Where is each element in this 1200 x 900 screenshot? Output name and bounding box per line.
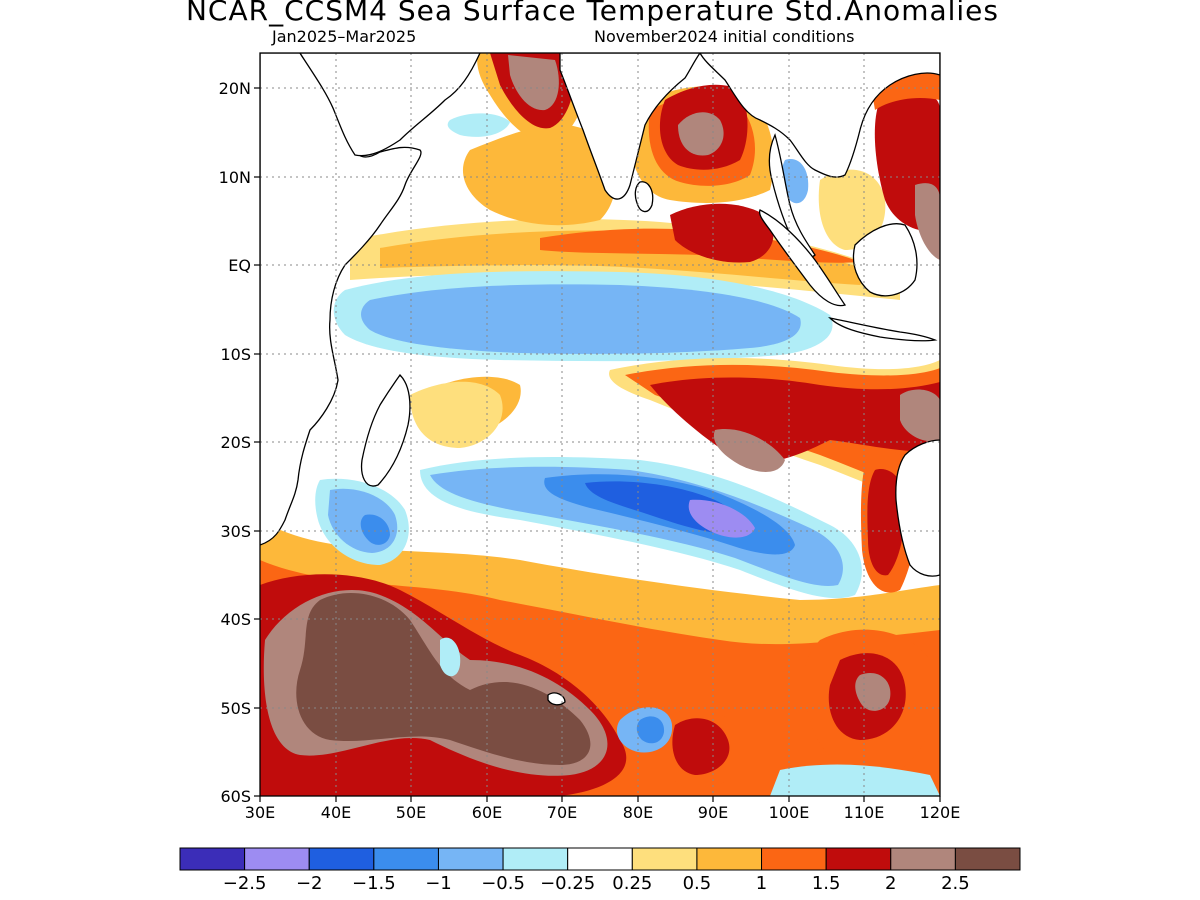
lon-tick-label: 40E (321, 803, 351, 822)
lat-tick-label: EQ (228, 256, 251, 275)
colorbar-label: −1.5 (352, 873, 396, 894)
lat-tick-label: 40S (220, 610, 251, 629)
colorbar-label: −1 (425, 873, 452, 894)
madagascar-east-warm (410, 381, 503, 448)
west-pacific-warm (818, 169, 886, 250)
colorbar-swatch (631, 847, 698, 871)
south-light-blue-band (430, 466, 843, 586)
lat-tick-label: 20N (219, 79, 251, 98)
grid-lines (260, 53, 940, 796)
india-landmass (559, 53, 701, 200)
east-taupe-patch (713, 429, 785, 472)
colorbar-label: −0.5 (481, 873, 525, 894)
colorbar-swatch (761, 847, 827, 871)
map-frame (259, 52, 941, 797)
colorbar-swatch (179, 847, 246, 871)
colorbar-label: 0.5 (683, 873, 712, 894)
lat-tick-label: 10N (219, 168, 251, 187)
colorbar-label: −2 (296, 873, 323, 894)
south-lavender-core (688, 499, 755, 538)
colorbar-label: 2 (885, 873, 896, 894)
sri-lanka-island (634, 181, 654, 213)
arabian-sea-warm (462, 124, 615, 226)
sumatra-island (758, 209, 847, 307)
colorbar-swatch (373, 847, 439, 871)
colorbar-swatch (890, 847, 956, 871)
colorbar-label: 1.5 (812, 873, 841, 894)
lon-tick-label: 100E (769, 803, 810, 822)
lon-tick-label: 60E (472, 803, 502, 822)
initial-conditions: November2024 initial conditions (594, 27, 855, 46)
south-red-small (672, 718, 730, 775)
lon-tick-label: 110E (844, 803, 885, 822)
map-title: NCAR_CCSM4 Sea Surface Temperature Std.A… (185, 0, 999, 27)
lat-tick-label: 30S (220, 522, 251, 541)
colorbar: −2.5 −2 −1.5 −1 −0.5 −0.25 0.25 0.5 1 1.5 2 2.5 (179, 847, 1021, 894)
southern-dark-brown-region (296, 592, 591, 765)
lon-tick-label: 50E (396, 803, 426, 822)
equatorial-light-blue-band (361, 284, 801, 354)
colorbar-swatch (696, 847, 763, 871)
australia-landmass (895, 439, 940, 577)
lat-tick-label: 50S (220, 699, 251, 718)
colorbar-swatch (954, 847, 1021, 871)
far-south-cyan (770, 764, 940, 796)
lon-tick-label: 120E (920, 803, 961, 822)
lon-tick-label: 70E (547, 803, 577, 822)
colorbar-swatch (567, 847, 633, 871)
lon-tick-label: 80E (623, 803, 653, 822)
equatorial-red-east (670, 203, 774, 263)
lat-tick-label: 10S (220, 345, 251, 364)
andaman-blue (781, 159, 809, 204)
southeast-asia-landmass (699, 53, 940, 178)
colorbar-label: 1 (756, 873, 767, 894)
colorbar-label: −0.25 (540, 873, 595, 894)
borneo-island (852, 223, 918, 297)
east-taupe-small (900, 389, 940, 442)
colorbar-label: 2.5 (941, 873, 970, 894)
south-blue-core (636, 716, 665, 744)
bay-of-bengal-taupe (678, 112, 724, 156)
lon-tick-label: 90E (698, 803, 728, 822)
madagascar-island (360, 373, 411, 487)
island-blue-spot (440, 637, 461, 677)
arabian-north-taupe (508, 55, 559, 111)
latitude-axis: 20N 10N EQ 10S 20S 30S 40S 50S 60S (219, 79, 260, 806)
land-masses (260, 53, 940, 706)
colorbar-swatch (825, 847, 892, 871)
tasmania-island (547, 692, 566, 706)
longitude-axis: 30E 40E 50E 60E 70E 80E 90E 100E 110E 120E (245, 796, 961, 822)
colorbar-swatch (502, 847, 569, 871)
arabia-landmass (299, 53, 481, 157)
west-pacific-taupe (915, 183, 940, 260)
colorbar-swatch (437, 847, 504, 871)
lat-tick-label: 20S (220, 433, 251, 452)
south-west-blue-core (360, 514, 390, 545)
java-island (828, 316, 938, 342)
lon-tick-label: 30E (245, 803, 275, 822)
lat-tick-label: 60S (220, 787, 251, 806)
forecast-period: Jan2025–Mar2025 (272, 27, 417, 46)
colorbar-swatch (308, 847, 375, 871)
colorbar-label: −2.5 (223, 873, 267, 894)
colorbar-swatch (244, 847, 310, 871)
arabian-cyan-spot (447, 113, 510, 137)
colorbar-label: 0.25 (612, 873, 652, 894)
